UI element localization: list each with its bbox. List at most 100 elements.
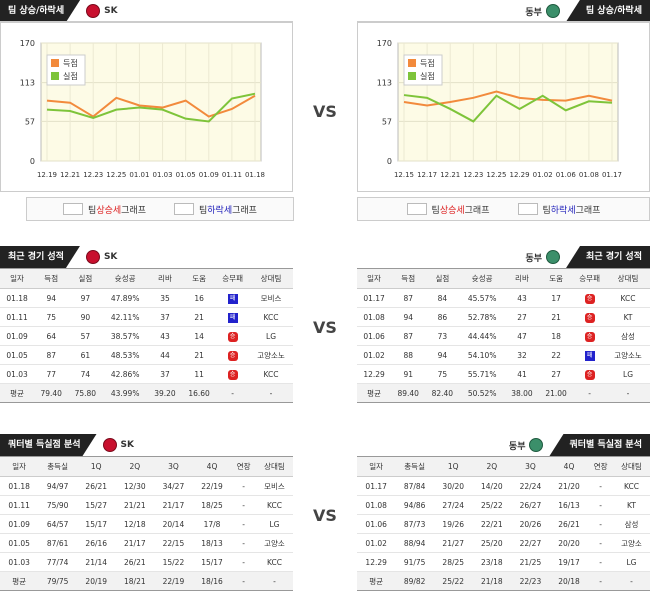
y-tick-label: 113	[377, 79, 392, 88]
table-cell: 87	[34, 345, 69, 365]
table-cell: 01.09	[0, 326, 35, 346]
x-tick-label: 01.06	[556, 171, 577, 179]
table-cell: 12/18	[115, 514, 155, 534]
table-row: 01.02 88/94 21/27 25/20 22/27 20/20- 고양소	[357, 533, 650, 553]
y-tick-label: 0	[30, 157, 35, 166]
column-header: 득점	[34, 268, 69, 289]
column-header: 득점	[391, 268, 426, 289]
x-tick-label: 12.21	[60, 171, 80, 179]
table-header-row: 일자 총득실 1Q 2Q 3Q 4Q 연장 상대팀	[357, 456, 650, 477]
team-name-right: 동부	[525, 7, 542, 18]
team-left: SK	[97, 438, 140, 452]
trend-header-right: 팀 상승/하락세 동부	[519, 0, 650, 22]
chart-right-box: 0 57 113 170 12.15 12.17 12.21 12.23 12.25 12.29 0…	[357, 22, 650, 192]
table-cell: 25/20	[472, 533, 512, 553]
table-cell: -	[612, 571, 650, 591]
table-cell: 61	[68, 345, 103, 365]
table-row: 01.17 87/84 30/20 14/20 22/24 21/20- KCC	[357, 476, 650, 496]
table-cell: 21/20	[549, 476, 589, 496]
table-cell: 87/61	[38, 533, 77, 553]
table-cell: -	[588, 514, 613, 534]
win-badge: 승	[227, 369, 238, 380]
quarter-title-right: 쿼터별 득실점 분석	[549, 434, 650, 456]
recent-title-left: 최근 경기 성적	[0, 246, 80, 268]
legend-swatch	[408, 72, 416, 80]
vs-label: VS	[313, 506, 337, 525]
average-row: 평균 79/75 20/19 18/21 22/19 18/16- -	[0, 571, 293, 591]
legend-down-pre: 팀	[542, 205, 551, 216]
table-row: 12.29 91/75 28/25 23/18 21/25 19/17- LG	[357, 552, 650, 572]
table-cell: 고양소노	[249, 345, 293, 365]
table-cell: 01.06	[357, 514, 396, 534]
table-cell: 22/23	[511, 571, 550, 591]
table-cell: 73	[425, 326, 460, 346]
table-cell: KCC	[255, 495, 293, 515]
table-cell: 28/25	[433, 552, 473, 572]
x-tick-label: 12.23	[463, 171, 483, 179]
table-cell: 21/27	[433, 533, 473, 553]
table-cell: 18	[539, 326, 574, 346]
table-cell: 94/97	[38, 476, 77, 496]
column-header: 슛성공	[102, 268, 148, 289]
table-cell: 18/21	[115, 571, 155, 591]
legend-swatch	[51, 59, 59, 67]
legend-up-pre: 팀	[88, 205, 97, 216]
table-cell: 97	[68, 288, 103, 308]
team-left: SK	[80, 250, 123, 264]
table-cell: 22/15	[154, 533, 193, 553]
table-cell: 64/57	[38, 514, 77, 534]
table-cell: 79.40	[34, 383, 69, 403]
table-cell: 패	[216, 307, 250, 327]
table-cell: KCC	[255, 552, 293, 572]
team-right: 동부	[519, 250, 566, 264]
legend-up-post: 그래프	[464, 205, 490, 216]
table-cell: 26/21	[115, 552, 155, 572]
table-cell: 19/26	[433, 514, 473, 534]
recent-header-left: 최근 경기 성적 SK	[0, 246, 123, 268]
table-row: 01.06 87 73 44.44% 47 18 승 삼성	[357, 326, 650, 346]
column-header: 4Q	[549, 456, 589, 477]
column-header: 도움	[539, 268, 574, 289]
table-row: 12.29 91 75 55.71% 41 27 승 LG	[357, 364, 650, 384]
table-cell: 승	[573, 307, 607, 327]
legend-label: 득점	[420, 58, 435, 68]
average-row: 평균 89.40 82.40 50.52% 38.00 21.00- -	[357, 383, 650, 403]
table-row: 01.09 64 57 38.57% 43 14 승 LG	[0, 326, 293, 346]
table-row: 01.08 94 86 52.78% 27 21 승 KT	[357, 307, 650, 327]
table-cell: 승	[573, 288, 607, 308]
table-cell: -	[231, 571, 256, 591]
table-cell: 16	[182, 288, 217, 308]
team-right: 동부	[503, 438, 550, 452]
loss-badge: 패	[584, 350, 595, 361]
table-cell: 84	[425, 288, 460, 308]
table-cell: 55.71%	[459, 364, 505, 384]
table-cell: 16/13	[549, 495, 589, 515]
table-cell: 88	[391, 345, 426, 365]
table-row: 01.11 75 90 42.11% 37 21 패 KCC	[0, 307, 293, 327]
sk-logo-icon	[86, 4, 101, 18]
db-logo-icon	[545, 4, 560, 18]
table-cell: 25/22	[433, 571, 473, 591]
table-cell: 75	[425, 364, 460, 384]
y-tick-label: 170	[377, 39, 392, 48]
legend-down-word: 하락세	[550, 205, 576, 216]
table-cell: 21/21	[115, 495, 155, 515]
table-cell: 23/18	[472, 552, 512, 572]
x-tick-label: 01.01	[129, 171, 149, 179]
legend-label: 실점	[420, 71, 435, 81]
table-cell: 14	[182, 326, 217, 346]
win-badge: 승	[227, 331, 238, 342]
table-cell: 01.08	[357, 307, 392, 327]
team-name-left: SK	[120, 440, 134, 450]
legend-up-word: 상승세	[439, 205, 465, 216]
series-line-score	[46, 94, 256, 118]
table-cell: 19/17	[549, 552, 589, 572]
divider	[357, 21, 650, 22]
x-tick-label: 01.09	[199, 171, 219, 179]
x-tick-label: 01.11	[222, 171, 242, 179]
table-cell: 11	[182, 364, 217, 384]
table-cell: 20/19	[76, 571, 116, 591]
table-row: 01.02 88 94 54.10% 32 22 패 고양소노	[357, 345, 650, 365]
table-cell: 54.10%	[459, 345, 505, 365]
